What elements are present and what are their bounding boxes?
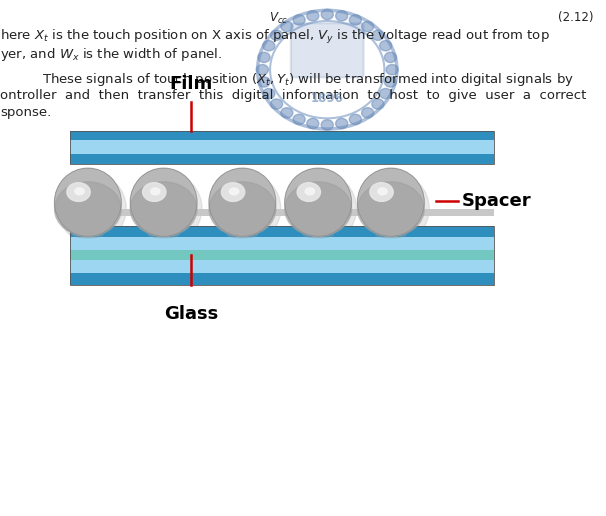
Text: Glass: Glass [164, 305, 218, 324]
Circle shape [384, 77, 396, 87]
Circle shape [362, 21, 374, 31]
Circle shape [336, 118, 348, 128]
Ellipse shape [227, 232, 258, 238]
Text: Spacer: Spacer [462, 192, 531, 210]
Ellipse shape [142, 183, 166, 201]
Bar [70, 131, 494, 164]
Ellipse shape [134, 173, 202, 244]
Circle shape [281, 108, 293, 118]
Text: here $X_t$ is the touch position on X axis of panel, $V_y$ is the voltage read o: here $X_t$ is the touch position on X ax… [0, 28, 550, 46]
Circle shape [362, 108, 374, 118]
Ellipse shape [213, 173, 281, 244]
FancyBboxPatch shape [291, 23, 364, 77]
Bar [70, 273, 494, 285]
Circle shape [256, 64, 268, 75]
Bar [70, 209, 494, 216]
Text: yer, and $W_x$ is the width of panel.: yer, and $W_x$ is the width of panel. [0, 46, 222, 63]
Ellipse shape [230, 188, 239, 195]
Circle shape [270, 99, 282, 109]
Circle shape [258, 52, 270, 62]
Ellipse shape [58, 173, 126, 244]
Text: These signals of touch position $(X_t, Y_t)$ will be transformed into digital si: These signals of touch position $(X_t, Y… [42, 71, 574, 88]
Circle shape [293, 15, 305, 25]
Circle shape [281, 21, 293, 31]
Ellipse shape [148, 232, 179, 238]
Bar [70, 226, 494, 285]
Ellipse shape [209, 182, 276, 236]
Ellipse shape [370, 183, 393, 201]
Ellipse shape [75, 188, 84, 195]
Bar [70, 140, 494, 154]
Ellipse shape [55, 168, 121, 236]
Ellipse shape [358, 168, 424, 236]
Ellipse shape [378, 188, 387, 195]
Ellipse shape [297, 183, 321, 201]
Text: 1896: 1896 [311, 91, 344, 105]
Bar [70, 250, 494, 260]
Circle shape [263, 41, 275, 51]
Circle shape [321, 9, 333, 20]
Ellipse shape [130, 168, 197, 236]
Circle shape [270, 30, 282, 40]
Circle shape [307, 11, 319, 21]
Circle shape [372, 30, 384, 40]
Ellipse shape [221, 183, 245, 201]
Circle shape [349, 15, 361, 25]
Circle shape [307, 118, 319, 128]
Circle shape [372, 99, 384, 109]
Circle shape [263, 88, 275, 99]
Ellipse shape [285, 168, 351, 236]
Ellipse shape [361, 173, 429, 244]
Circle shape [349, 114, 361, 124]
Circle shape [379, 41, 391, 51]
Ellipse shape [303, 232, 333, 238]
Bar [70, 226, 494, 237]
Bar [70, 131, 494, 140]
Bar [70, 154, 494, 164]
Ellipse shape [358, 182, 424, 236]
Circle shape [336, 11, 348, 21]
Ellipse shape [130, 182, 197, 236]
Ellipse shape [285, 182, 351, 236]
Circle shape [321, 120, 333, 130]
Bar [70, 237, 494, 250]
Ellipse shape [209, 168, 276, 236]
Text: sponse.: sponse. [0, 106, 52, 119]
Ellipse shape [55, 182, 121, 236]
Bar [70, 260, 494, 273]
Ellipse shape [151, 188, 160, 195]
Text: ontroller  and  then  transfer  this  digital  information  to  host  to  give  : ontroller and then transfer this digital… [0, 89, 587, 102]
Circle shape [258, 77, 270, 87]
Text: $V_{cc}$: $V_{cc}$ [269, 11, 288, 26]
Ellipse shape [288, 173, 356, 244]
Ellipse shape [376, 232, 406, 238]
Circle shape [384, 52, 396, 62]
Circle shape [379, 88, 391, 99]
Ellipse shape [305, 188, 315, 195]
Circle shape [386, 64, 398, 75]
Ellipse shape [67, 183, 90, 201]
Text: (2.12): (2.12) [558, 11, 594, 24]
Ellipse shape [73, 232, 103, 238]
Circle shape [293, 114, 305, 124]
Text: Film: Film [169, 75, 213, 93]
